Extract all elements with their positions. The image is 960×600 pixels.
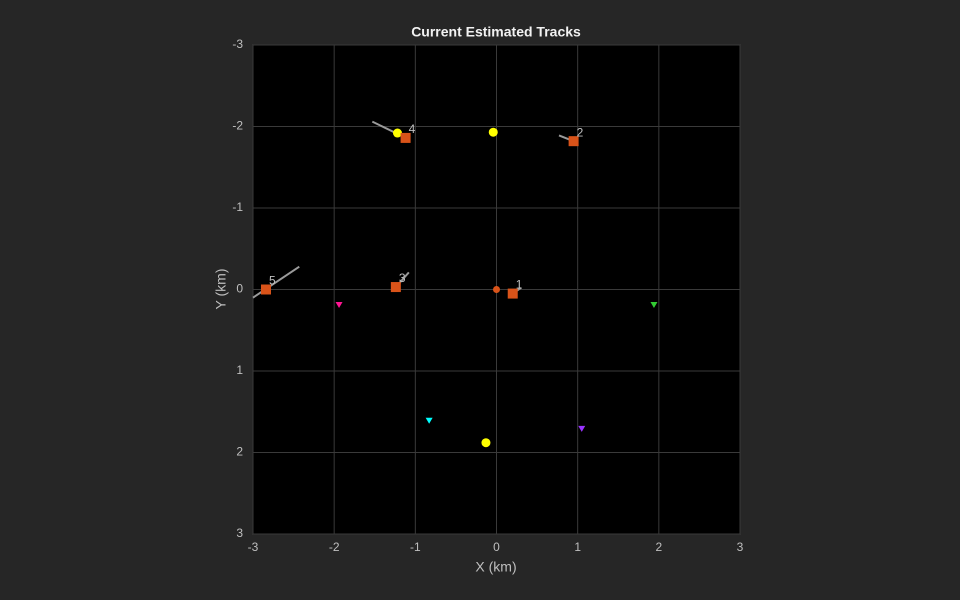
track-label: 2: [577, 125, 584, 139]
track: [400, 132, 411, 143]
detection: [488, 127, 498, 137]
chart-title: Current Estimated Tracks: [411, 24, 581, 40]
y-tick-label: 3: [236, 526, 243, 540]
y-tick-label: -3: [232, 37, 243, 51]
origin-point: [493, 286, 500, 293]
track-history: [252, 265, 300, 299]
track-label: 5: [269, 274, 276, 288]
x-tick-label: -3: [248, 540, 259, 554]
y-tick-label: -2: [232, 119, 243, 133]
x-tick-label: 0: [493, 540, 500, 554]
track-label: 4: [409, 122, 416, 136]
detection: [392, 128, 402, 138]
y-tick-label: 0: [236, 282, 243, 296]
x-tick-label: -1: [410, 540, 421, 554]
sensor: [335, 301, 343, 308]
track: [507, 288, 518, 299]
x-axis-label: X (km): [475, 559, 516, 575]
track: [260, 284, 271, 295]
track-label: 1: [516, 278, 523, 292]
track: [568, 136, 579, 147]
y-tick-label: 1: [236, 363, 243, 377]
x-tick-label: 3: [737, 540, 744, 554]
sensor: [425, 417, 433, 424]
y-tick-label: 2: [236, 445, 243, 459]
y-axis-label: Y (km): [213, 269, 229, 310]
x-tick-label: -2: [329, 540, 340, 554]
track-label: 3: [399, 271, 406, 285]
sensor: [578, 425, 586, 432]
x-tick-label: 2: [655, 540, 662, 554]
track: [390, 282, 401, 293]
y-tick-label: -1: [232, 200, 243, 214]
detection: [481, 438, 491, 448]
x-tick-label: 1: [574, 540, 581, 554]
sensor: [650, 301, 658, 308]
